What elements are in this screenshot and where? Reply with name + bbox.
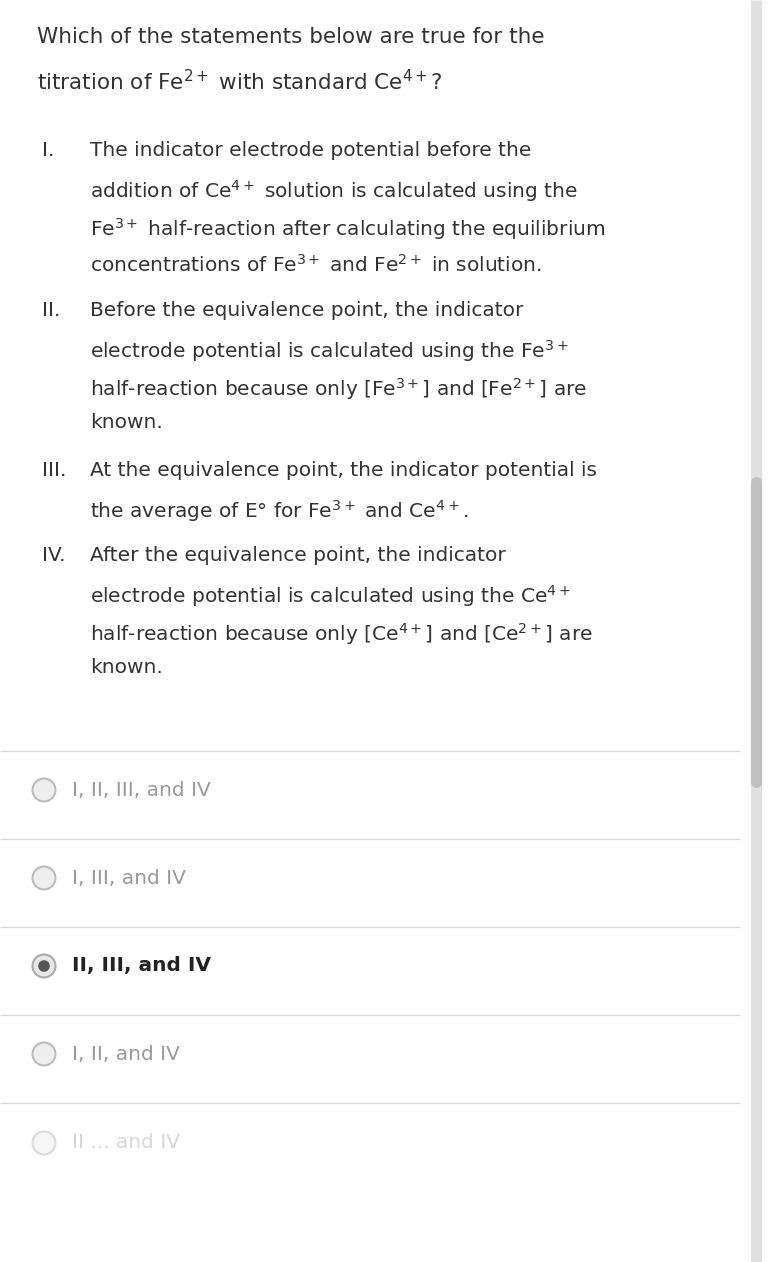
- Text: At the equivalence point, the indicator potential is: At the equivalence point, the indicator …: [90, 461, 597, 480]
- Text: half-reaction because only [Ce$^{4+}$] and [Ce$^{2+}$] are: half-reaction because only [Ce$^{4+}$] a…: [90, 621, 593, 647]
- Text: Which of the statements below are true for the: Which of the statements below are true f…: [37, 27, 545, 47]
- Text: After the equivalence point, the indicator: After the equivalence point, the indicat…: [90, 546, 506, 565]
- Text: I, III, and IV: I, III, and IV: [72, 868, 186, 887]
- Text: concentrations of Fe$^{3+}$ and Fe$^{2+}$ in solution.: concentrations of Fe$^{3+}$ and Fe$^{2+}…: [90, 254, 542, 275]
- Text: III.: III.: [42, 461, 67, 480]
- Text: II.: II.: [42, 302, 61, 321]
- Text: half-reaction because only [Fe$^{3+}$] and [Fe$^{2+}$] are: half-reaction because only [Fe$^{3+}$] a…: [90, 376, 587, 401]
- Text: II, III, and IV: II, III, and IV: [72, 957, 211, 976]
- Circle shape: [33, 867, 56, 890]
- Circle shape: [38, 960, 50, 972]
- Circle shape: [33, 1042, 56, 1065]
- Circle shape: [33, 954, 56, 978]
- Text: the average of E° for Fe$^{3+}$ and Ce$^{4+}$.: the average of E° for Fe$^{3+}$ and Ce$^…: [90, 498, 469, 525]
- Text: IV.: IV.: [42, 546, 65, 565]
- Circle shape: [33, 1132, 56, 1155]
- Circle shape: [33, 779, 56, 801]
- Text: known.: known.: [90, 414, 163, 433]
- Text: I, II, and IV: I, II, and IV: [72, 1045, 180, 1064]
- Text: Before the equivalence point, the indicator: Before the equivalence point, the indica…: [90, 302, 523, 321]
- Text: I.: I.: [42, 141, 54, 160]
- Text: known.: known.: [90, 659, 163, 678]
- Text: electrode potential is calculated using the Ce$^{4+}$: electrode potential is calculated using …: [90, 583, 571, 610]
- Text: titration of Fe$^{2+}$ with standard Ce$^{4+}$?: titration of Fe$^{2+}$ with standard Ce$…: [37, 69, 443, 95]
- Text: electrode potential is calculated using the Fe$^{3+}$: electrode potential is calculated using …: [90, 338, 569, 365]
- Text: I, II, III, and IV: I, II, III, and IV: [72, 780, 211, 800]
- Text: Fe$^{3+}$ half-reaction after calculating the equilibrium: Fe$^{3+}$ half-reaction after calculatin…: [90, 216, 605, 242]
- Text: II ... and IV: II ... and IV: [72, 1133, 180, 1152]
- Text: The indicator electrode potential before the: The indicator electrode potential before…: [90, 141, 532, 160]
- Text: addition of Ce$^{4+}$ solution is calculated using the: addition of Ce$^{4+}$ solution is calcul…: [90, 178, 577, 204]
